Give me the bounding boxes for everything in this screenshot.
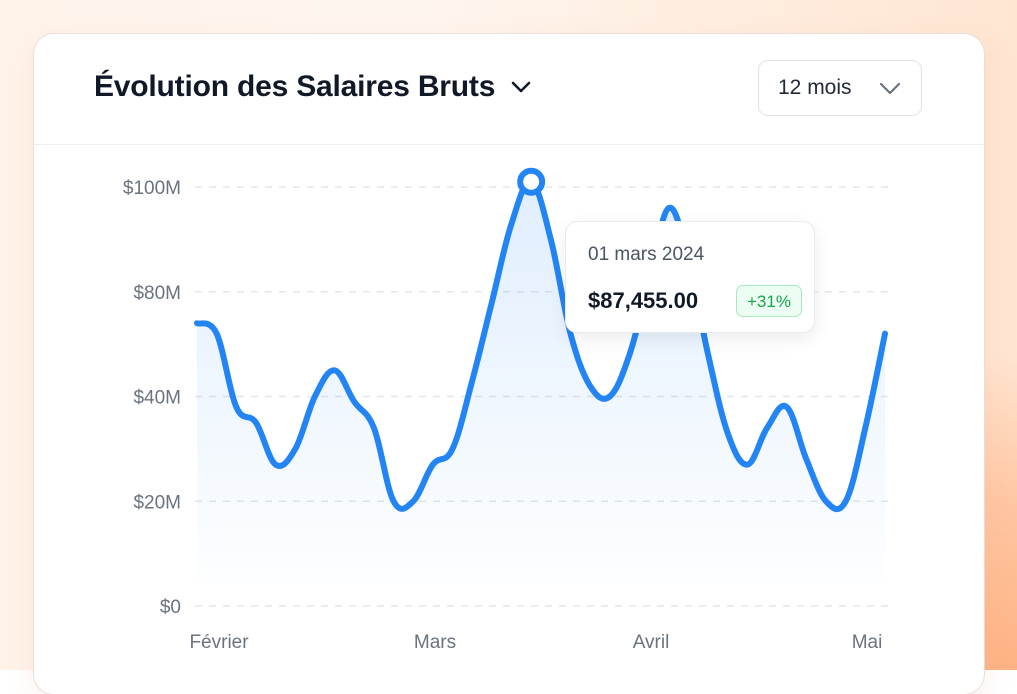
chevron-down-icon [511, 81, 531, 93]
chevron-down-icon [879, 82, 901, 95]
card-header: Évolution des Salaires Bruts 12 mois [34, 34, 984, 145]
highlight-point[interactable] [517, 167, 546, 196]
y-tick-label: $80M [133, 283, 181, 304]
x-tick-label: Avril [633, 632, 670, 653]
x-tick-label: Mars [414, 632, 456, 653]
y-tick-label: $100M [123, 178, 181, 199]
line-chart: $100M $80M $40M $20M $0 Février Mars Avril Mai [123, 167, 890, 653]
x-tick-label: Février [189, 632, 249, 653]
tooltip-value: $87,455.00 [588, 288, 699, 313]
x-tick-label: Mai [852, 632, 883, 653]
y-tick-label: $40M [133, 388, 181, 409]
series-area [197, 181, 885, 582]
page-title: Évolution des Salaires Bruts [94, 70, 496, 103]
period-select[interactable]: 12 mois [758, 60, 922, 116]
tooltip-change-badge: +31% [736, 285, 802, 317]
series-line [194, 178, 888, 513]
tooltip-date: 01 mars 2024 [588, 244, 705, 265]
y-tick-label: $20M [133, 492, 181, 513]
title-dropdown[interactable]: Évolution des Salaires Bruts [94, 70, 531, 104]
y-tick-label: $0 [160, 597, 181, 618]
period-select-value: 12 mois [778, 76, 852, 99]
data-tooltip: 01 mars 2024 $87,455.00 +31% [565, 221, 815, 333]
